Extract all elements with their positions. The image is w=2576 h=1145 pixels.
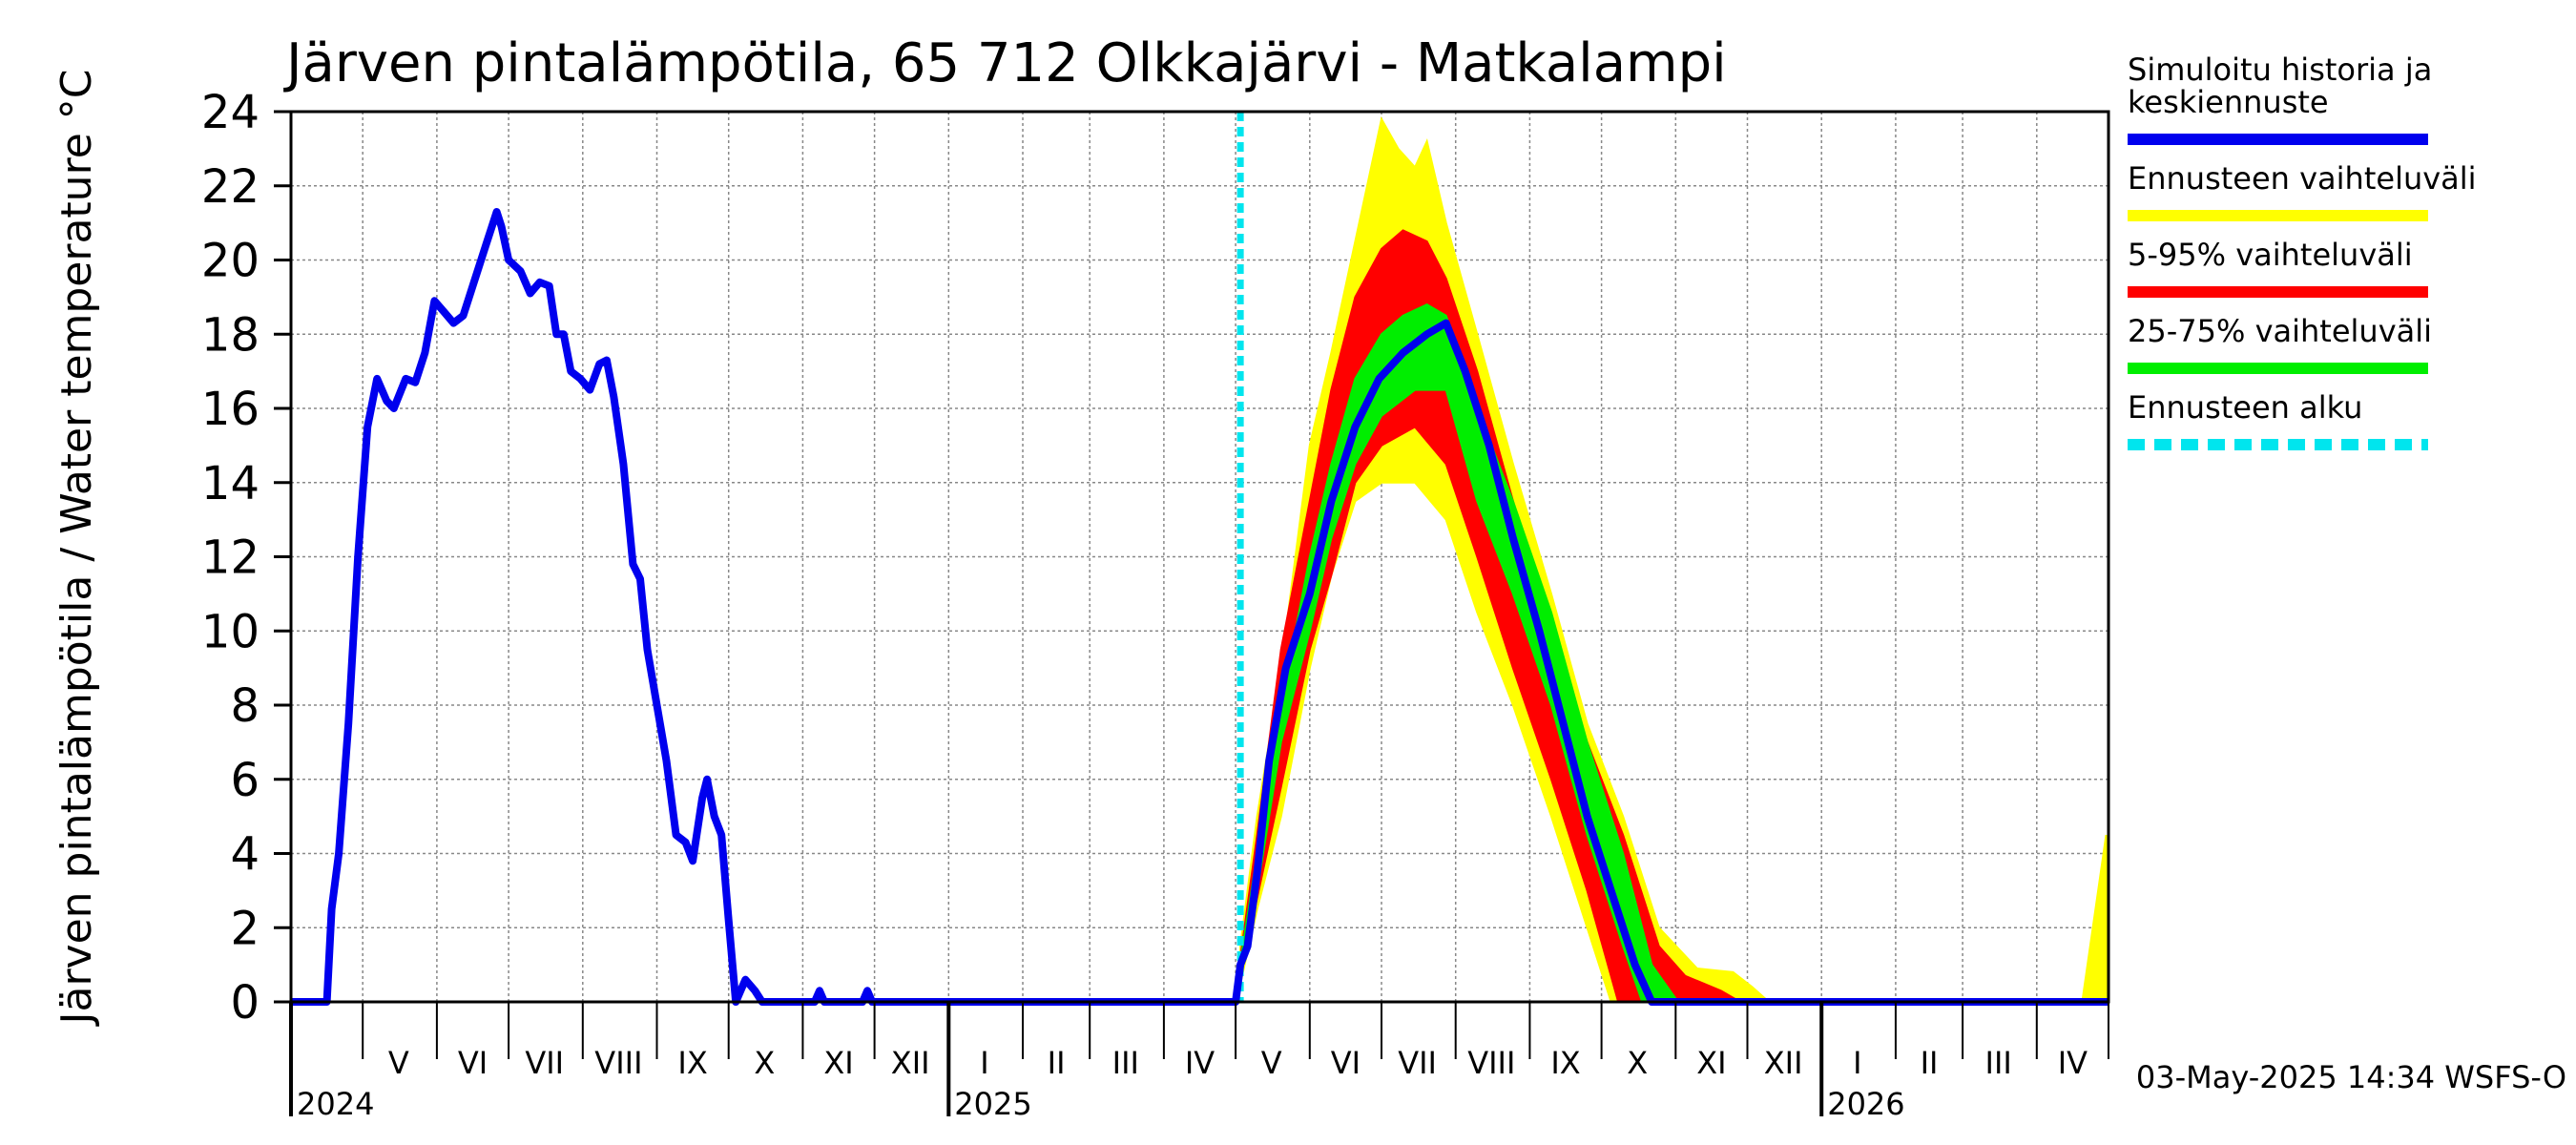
month-label: X (754, 1045, 775, 1081)
forecast-bands (1239, 115, 2108, 1003)
legend-label: 25-75% vaihteluväli (2128, 313, 2432, 349)
y-axis-label: Järven pintalämpötila / Water temperatur… (52, 70, 101, 1028)
y-tick-label: 12 (201, 531, 260, 585)
year-label: 2024 (297, 1086, 374, 1122)
month-label: VII (1398, 1045, 1437, 1081)
y-tick-label: 14 (201, 457, 260, 510)
series-line-mean (291, 208, 2109, 1006)
legend-label: Ennusteen vaihteluväli (2128, 160, 2477, 197)
month-label: VI (1331, 1045, 1361, 1081)
grid (291, 112, 2109, 1002)
month-label: V (1261, 1045, 1282, 1081)
month-label: XII (1764, 1045, 1803, 1081)
chart-title: Järven pintalämpötila, 65 712 Olkkajärvi… (283, 32, 1727, 94)
legend-label: 5-95% vaihteluväli (2128, 237, 2413, 273)
month-label: VI (458, 1045, 488, 1081)
month-label: IX (1550, 1045, 1580, 1081)
y-tick-label: 0 (230, 976, 260, 1030)
x-axis: V VI VII VIII IX X XI XII I II III IV V VI VII VIII IX X X… (289, 1002, 2109, 1122)
month-label: I (1853, 1045, 1861, 1081)
legend-label: keskiennuste (2128, 84, 2329, 120)
legend-label: Simuloitu historia ja (2128, 52, 2432, 88)
month-label: I (980, 1045, 988, 1081)
month-label: XI (1696, 1045, 1726, 1081)
month-label: VII (525, 1045, 564, 1081)
y-tick-label: 20 (201, 235, 260, 288)
month-label: II (1048, 1045, 1066, 1081)
y-tick-label: 16 (201, 383, 260, 436)
y-tick-label: 24 (201, 86, 260, 139)
month-label: IV (2058, 1045, 2088, 1081)
legend-label: Ennusteen alku (2128, 389, 2362, 426)
y-tick-label: 2 (230, 902, 260, 955)
year-label: 2025 (954, 1086, 1031, 1122)
plot-frame (289, 110, 2110, 1004)
month-label: III (1985, 1045, 2012, 1081)
series-lines (291, 208, 2109, 1006)
band-ennusteen-vaihteluv-li (1239, 115, 2108, 1003)
y-tick-label: 10 (201, 605, 260, 658)
month-label: II (1921, 1045, 1939, 1081)
month-label: III (1112, 1045, 1139, 1081)
month-label: IX (677, 1045, 707, 1081)
month-label: XII (891, 1045, 930, 1081)
y-tick-label: 22 (201, 160, 260, 214)
month-label: VIII (1467, 1045, 1515, 1081)
y-tick-label: 4 (230, 828, 260, 882)
month-label: VIII (594, 1045, 642, 1081)
month-label: X (1627, 1045, 1648, 1081)
month-label: V (388, 1045, 409, 1081)
year-label: 2026 (1827, 1086, 1904, 1122)
y-tick-label: 6 (230, 754, 260, 807)
footer-timestamp: 03-May-2025 14:34 WSFS-O (2136, 1059, 2566, 1095)
y-tick-label: 8 (230, 679, 260, 733)
y-tick-label: 18 (201, 308, 260, 362)
month-label: XI (823, 1045, 853, 1081)
month-label: IV (1185, 1045, 1215, 1081)
